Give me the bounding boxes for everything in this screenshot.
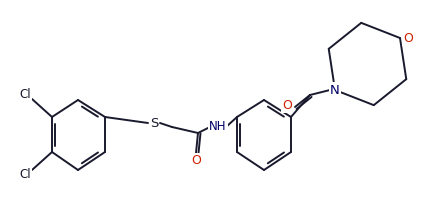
Text: O: O — [403, 31, 413, 45]
Text: Cl: Cl — [19, 169, 31, 181]
Text: O: O — [191, 153, 201, 166]
Text: N: N — [330, 84, 340, 96]
Text: NH: NH — [209, 120, 227, 134]
Text: O: O — [282, 99, 292, 111]
Text: Cl: Cl — [19, 88, 31, 100]
Text: S: S — [150, 116, 158, 130]
